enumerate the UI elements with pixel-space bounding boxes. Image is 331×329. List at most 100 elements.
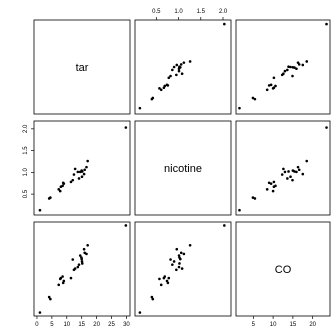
x-tick-label-tar-5: 25: [108, 322, 115, 328]
point-CO-vs-tar-2: [124, 224, 128, 227]
point-tar-vs-nicotine-8: [182, 61, 186, 64]
point-CO-vs-nicotine-6: [166, 281, 170, 285]
point-tar-vs-CO-16: [305, 60, 309, 63]
point-CO-vs-tar-24: [71, 258, 75, 261]
point-CO-vs-tar-4: [47, 295, 51, 299]
variable-label-CO: CO: [275, 264, 292, 276]
point-CO-vs-nicotine-0: [171, 263, 174, 266]
panel-tar-CO: [235, 19, 331, 115]
point-nicotine-vs-CO-9: [293, 170, 296, 173]
matrix-axes: 0.5 1.0 1.5 2.0 0 5 10 15 20 25 30 5 10 15 20 0.5 1.0 1.5…: [23, 9, 317, 328]
panel-nicotine-nicotine: [134, 120, 232, 216]
point-nicotine-vs-CO-18: [301, 172, 305, 176]
point-nicotine-vs-tar-24: [71, 178, 75, 182]
point-tar-vs-CO-6: [267, 84, 271, 87]
point-nicotine-vs-CO-2: [325, 126, 328, 129]
x-tick-label-nicotine-1: 1.0: [174, 9, 183, 15]
point-tar-vs-nicotine-12: [158, 87, 161, 90]
x-tick-label-tar-2: 10: [63, 322, 70, 328]
point-nicotine-vs-CO-14: [269, 182, 273, 185]
point-CO-vs-tar-21: [57, 283, 61, 287]
point-tar-vs-nicotine-18: [175, 63, 179, 67]
point-tar-vs-nicotine-10: [177, 69, 181, 73]
point-CO-vs-nicotine-24: [169, 258, 172, 261]
point-CO-vs-nicotine-17: [180, 267, 184, 270]
x-tick-label-tar-0: 0: [35, 322, 39, 328]
x-tick-label-tar-1: 5: [50, 322, 54, 328]
point-tar-vs-CO-17: [282, 72, 285, 76]
point-tar-vs-nicotine-15: [138, 106, 142, 110]
x-tick-label-CO-1: 10: [270, 322, 277, 328]
point-CO-vs-nicotine-1: [179, 251, 183, 255]
point-nicotine-vs-CO-21: [265, 188, 269, 191]
point-nicotine-vs-tar-21: [57, 188, 61, 191]
point-nicotine-vs-CO-24: [291, 178, 294, 182]
point-nicotine-vs-tar-10: [76, 170, 80, 174]
panel-CO-tar: [33, 221, 131, 317]
point-CO-vs-tar-14: [62, 279, 66, 283]
point-nicotine-vs-tar-19: [49, 196, 52, 199]
point-nicotine-vs-CO-6: [267, 181, 271, 185]
point-CO-vs-tar-0: [77, 263, 81, 266]
point-CO-vs-tar-8: [85, 252, 88, 256]
point-tar-vs-CO-12: [271, 87, 275, 90]
point-tar-vs-nicotine-1: [179, 63, 183, 66]
point-nicotine-vs-CO-10: [283, 170, 287, 174]
point-nicotine-vs-CO-13: [272, 180, 276, 184]
x-tick-label-nicotine-2: 1.5: [197, 9, 206, 15]
point-nicotine-vs-CO-23: [287, 170, 290, 173]
panel-tar-tar: [33, 19, 131, 115]
point-nicotine-vs-tar-23: [80, 170, 84, 173]
matrix-panels: [33, 19, 331, 317]
point-CO-vs-tar-16: [86, 243, 89, 247]
point-nicotine-vs-CO-8: [296, 165, 300, 169]
point-tar-vs-nicotine-20: [177, 67, 181, 71]
point-nicotine-vs-CO-7: [280, 173, 284, 176]
point-nicotine-vs-tar-14: [62, 182, 66, 185]
point-nicotine-vs-CO-19: [251, 196, 255, 199]
point-tar-vs-nicotine-17: [180, 72, 184, 76]
point-CO-vs-nicotine-21: [159, 283, 163, 287]
panel-CO-nicotine: [134, 221, 232, 317]
point-CO-vs-tar-11: [80, 260, 84, 263]
point-tar-vs-CO-2: [325, 22, 328, 26]
x-tick-label-tar-3: 15: [78, 322, 85, 328]
point-CO-vs-tar-23: [80, 262, 84, 265]
point-CO-vs-tar-17: [73, 267, 77, 270]
point-nicotine-vs-tar-20: [78, 170, 82, 174]
point-tar-vs-nicotine-13: [167, 76, 171, 80]
point-nicotine-vs-CO-15: [238, 208, 241, 212]
point-CO-vs-nicotine-16: [188, 243, 192, 247]
point-tar-vs-CO-0: [286, 68, 289, 72]
point-nicotine-vs-CO-1: [297, 168, 301, 172]
point-CO-vs-nicotine-23: [178, 262, 181, 265]
point-tar-vs-CO-19: [251, 96, 255, 100]
point-CO-vs-tar-6: [61, 281, 65, 285]
point-nicotine-vs-tar-0: [77, 177, 81, 180]
point-nicotine-vs-CO-4: [253, 197, 257, 200]
point-CO-vs-nicotine-20: [177, 254, 181, 257]
x-tick-label-nicotine-3: 2.0: [219, 9, 228, 15]
point-CO-vs-nicotine-9: [178, 256, 181, 259]
point-tar-vs-CO-23: [287, 65, 290, 69]
point-tar-vs-nicotine-0: [171, 68, 174, 72]
point-CO-vs-tar-18: [82, 247, 86, 251]
x-tick-label-CO-2: 15: [290, 322, 297, 328]
point-tar-vs-nicotine-24: [169, 74, 172, 78]
point-tar-vs-nicotine-21: [159, 88, 163, 92]
point-nicotine-vs-CO-12: [271, 189, 275, 193]
point-nicotine-vs-tar-7: [72, 173, 76, 176]
point-CO-vs-tar-22: [61, 275, 64, 278]
point-CO-vs-nicotine-19: [151, 297, 155, 301]
point-nicotine-vs-CO-17: [282, 167, 285, 171]
point-tar-vs-nicotine-2: [223, 22, 226, 26]
point-tar-vs-CO-4: [253, 97, 257, 101]
point-nicotine-vs-CO-0: [286, 177, 289, 180]
x-tick-label-CO-0: 5: [252, 322, 256, 328]
point-tar-vs-nicotine-11: [172, 65, 176, 69]
point-tar-vs-nicotine-16: [188, 60, 192, 63]
point-tar-vs-nicotine-14: [165, 83, 169, 87]
x-tick-label-tar-4: 20: [93, 322, 100, 328]
matrix-points: [38, 22, 328, 314]
point-tar-vs-nicotine-7: [175, 73, 178, 77]
